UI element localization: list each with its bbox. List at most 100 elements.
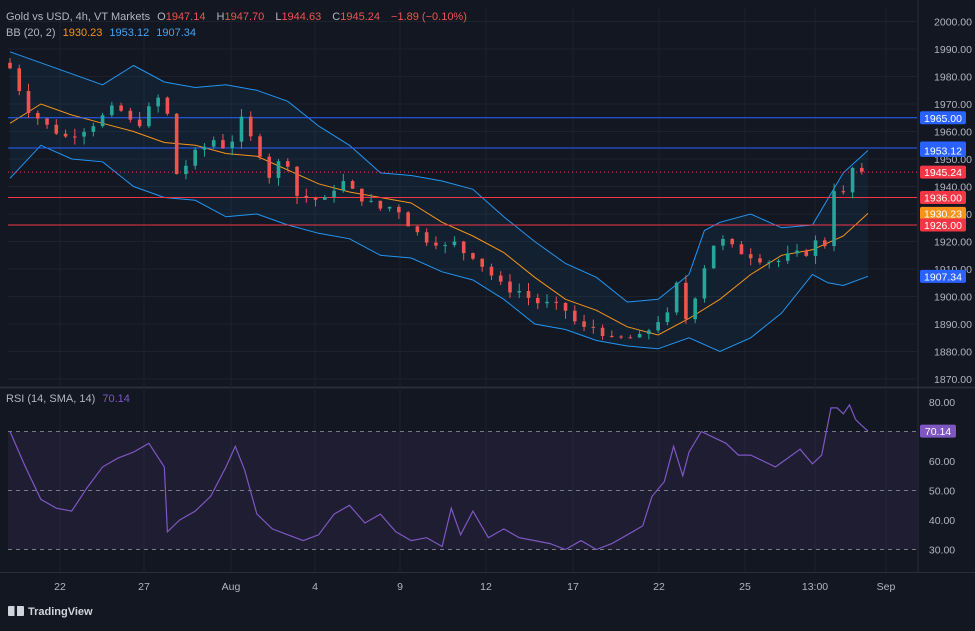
candle-body	[554, 301, 559, 303]
tradingview-icon	[8, 606, 24, 616]
candle-body	[471, 253, 475, 259]
candle-body	[369, 200, 373, 202]
candle-body	[332, 190, 336, 197]
price-label-bg	[920, 191, 966, 204]
candle-body	[489, 266, 494, 276]
candle-body	[684, 282, 688, 320]
rsi-tick-label: 50.00	[929, 486, 955, 498]
price-label-1945.24: 1945.24	[924, 167, 962, 179]
rsi-value: 70.14	[102, 393, 130, 405]
symbol-title[interactable]: Gold vs USD, 4h, VT Markets	[6, 11, 151, 23]
candle-body	[563, 302, 568, 311]
candle-body	[406, 212, 410, 227]
candle-body	[304, 195, 309, 198]
candle-body	[517, 291, 522, 293]
time-tick-label: 17	[567, 581, 579, 593]
rsi-current-label-bg	[920, 424, 956, 438]
candle-body	[202, 146, 207, 150]
price-tick-label: 1980.00	[934, 72, 972, 84]
close-value: 1945.24	[340, 11, 380, 23]
candle-body	[239, 116, 244, 142]
candle-body	[600, 327, 605, 336]
candle-body	[711, 245, 716, 269]
candle-body	[674, 282, 679, 313]
candle-body	[165, 97, 170, 114]
candle-body	[17, 68, 22, 91]
price-tick-label: 1920.00	[934, 237, 972, 249]
rsi-tick-label: 60.00	[929, 456, 955, 468]
candle-body	[267, 156, 272, 178]
candle-body	[693, 298, 697, 320]
price-label-1965.00: 1965.00	[924, 113, 962, 125]
candle-body	[295, 166, 299, 196]
price-tick-label: 1940.00	[934, 182, 972, 194]
candle-body	[221, 140, 225, 149]
candle-body	[443, 245, 447, 247]
candle-body	[804, 250, 809, 256]
price-label-bg	[920, 206, 966, 220]
price-label-bg	[920, 269, 966, 283]
rsi-label: RSI (14, SMA, 14)	[6, 393, 96, 405]
price-tick-label: 1950.00	[934, 154, 972, 166]
price-tick-label: 1880.00	[934, 347, 972, 359]
time-tick-label: 22	[54, 581, 66, 593]
change-value: −1.89 (−0.10%)	[391, 11, 467, 23]
candle-body	[785, 253, 790, 261]
time-tick-label: 27	[138, 581, 150, 593]
price-label-bg	[920, 143, 966, 157]
candle-body	[54, 124, 59, 134]
candle-body	[258, 136, 262, 157]
candle-body	[832, 191, 836, 247]
price-label-1930.23: 1930.23	[924, 208, 962, 220]
candle-body	[415, 226, 420, 233]
time-tick-label: Aug	[222, 581, 241, 593]
candle-body	[128, 110, 133, 120]
price-label-1953.12: 1953.12	[924, 145, 962, 157]
rsi-legend[interactable]: RSI (14, SMA, 14) 70.14	[6, 393, 134, 405]
price-label-1926.00: 1926.00	[924, 220, 962, 232]
time-tick-label: 12	[480, 581, 492, 593]
time-tick-label: 9	[397, 581, 403, 593]
candle-body	[8, 62, 12, 69]
price-label-bg	[920, 165, 966, 179]
candle-body	[147, 106, 151, 127]
rsi-tick-label: 30.00	[929, 545, 955, 557]
candle-body	[526, 291, 531, 298]
candle-body	[230, 141, 235, 149]
tradingview-logo[interactable]: TradingView	[8, 606, 93, 618]
bb-legend[interactable]: BB (20, 2) 1930.23 1953.12 1907.34	[6, 27, 200, 39]
candle-body	[119, 105, 123, 111]
bb-basis-value: 1930.23	[62, 27, 103, 39]
candle-body	[860, 167, 864, 172]
bollinger-band-fill	[10, 51, 868, 352]
candle-body	[647, 330, 651, 334]
rsi-band-fill	[8, 431, 917, 550]
candle-body	[545, 301, 549, 304]
candle-body	[276, 161, 281, 178]
price-tick-label: 1970.00	[934, 99, 972, 111]
bb-lower-value: 1907.34	[156, 27, 197, 39]
price-label-1936.00: 1936.00	[924, 193, 962, 205]
candle-body	[174, 113, 179, 175]
candle-body	[184, 165, 188, 175]
time-tick-label: 13:00	[802, 581, 828, 593]
price-label-bg	[920, 111, 966, 125]
price-tick-label: 1990.00	[934, 44, 972, 56]
candle-body	[480, 258, 485, 267]
rsi-line	[9, 403, 869, 551]
candle-body	[452, 241, 457, 246]
candle-body	[795, 250, 799, 254]
candle-body	[767, 262, 772, 264]
low-label: L	[275, 11, 282, 23]
open-label: O	[157, 11, 166, 23]
time-tick-label: Sep	[877, 581, 896, 593]
candle-body	[572, 310, 577, 322]
candle-body	[758, 258, 762, 263]
candle-body	[248, 116, 253, 137]
candle-body	[628, 337, 633, 339]
candle-body	[610, 335, 614, 337]
candle-body	[813, 240, 818, 256]
high-label: H	[216, 11, 225, 23]
